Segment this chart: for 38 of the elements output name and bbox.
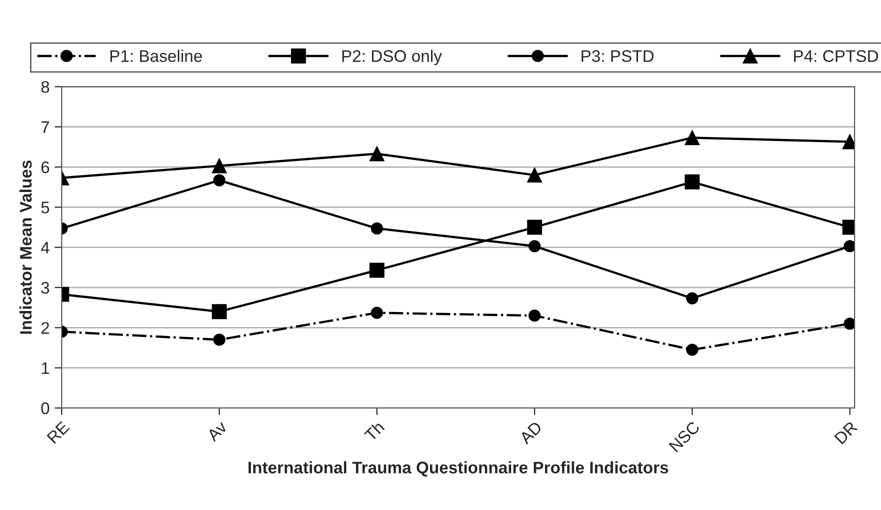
legend-label: P3: PSTD	[582, 50, 654, 62]
point	[684, 174, 700, 190]
point	[370, 306, 384, 319]
x-tick-label: Th	[363, 420, 385, 442]
point	[213, 334, 226, 346]
y-tick-label: 8	[41, 81, 50, 93]
point	[528, 310, 541, 322]
point	[370, 222, 384, 235]
y-tick-label: 3	[41, 282, 50, 294]
y-tick-label: 7	[41, 121, 50, 133]
point	[527, 168, 542, 183]
y-tick-label: 0	[41, 402, 50, 414]
x-tick-label: Av	[206, 420, 228, 442]
point	[212, 304, 227, 320]
point	[528, 240, 541, 252]
point	[212, 158, 227, 174]
point	[844, 240, 855, 252]
y-tick-label: 4	[40, 242, 50, 254]
x-tick-label: RE	[46, 420, 70, 444]
point	[527, 220, 542, 235]
point	[844, 318, 855, 330]
point	[686, 344, 698, 356]
point	[684, 130, 700, 146]
y-tick-label: 5	[41, 202, 50, 214]
legend-label: P2: DSO only	[342, 50, 442, 66]
legend-label: P4: CPTSD	[794, 50, 878, 62]
point	[686, 292, 698, 304]
y-tick-label: 6	[41, 161, 50, 174]
y-axis-title: Indicator Mean Values	[20, 160, 32, 334]
x-tick-label: AD	[518, 420, 543, 445]
point	[369, 262, 384, 278]
x-tick-label: DR	[834, 420, 858, 444]
legend-label: P1: Baseline	[110, 50, 202, 62]
point	[369, 146, 384, 162]
point	[213, 174, 226, 186]
y-tick-label: 1	[42, 362, 50, 374]
x-axis-title: International Trauma Questionnaire Profile Indicators	[248, 461, 668, 477]
y-tick-label: 2	[41, 322, 50, 334]
